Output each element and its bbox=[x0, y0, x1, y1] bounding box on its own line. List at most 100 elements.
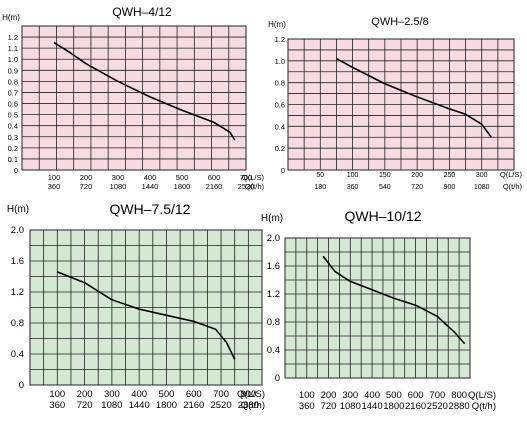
x-tick-label: 200 bbox=[411, 172, 423, 179]
y-tick-label: 1.2 bbox=[275, 35, 285, 44]
x-tick-label: 100 bbox=[48, 173, 61, 182]
chart-title: QWH–10/12 bbox=[344, 208, 421, 224]
y-tick-label: 0.4 bbox=[267, 345, 280, 356]
x-tick-label-secondary: 1080 bbox=[110, 182, 127, 191]
x-tick-label-secondary: 900 bbox=[444, 184, 456, 191]
x-tick-label-secondary: 360 bbox=[299, 401, 315, 412]
x-tick-label: 50 bbox=[316, 172, 324, 179]
x-tick-label-secondary: 2520 bbox=[427, 401, 448, 412]
y-tick-label: 0.6 bbox=[8, 100, 18, 109]
x-tick-label-secondary: 360 bbox=[49, 400, 65, 411]
x-tick-label-secondary: 1800 bbox=[174, 182, 191, 191]
y-tick-label: 1.2 bbox=[11, 287, 24, 298]
x-tick-label: 600 bbox=[408, 390, 424, 401]
chart-2: QWH–2.5/8 H(m) 0 0.2 0.4 0.6 0.8 1.0 1.2 50 180 100… bbox=[268, 16, 522, 191]
y-tick-label: 0 bbox=[19, 380, 24, 391]
x-tick-label: 200 bbox=[321, 390, 337, 401]
y-tick-label: 1.6 bbox=[267, 261, 280, 272]
x-tick-label-secondary: 540 bbox=[379, 184, 391, 191]
x-tick-label-secondary: 2160 bbox=[206, 182, 223, 191]
x-tick-label: 700 bbox=[240, 173, 253, 182]
x-tick-label-secondary: 2160 bbox=[183, 400, 204, 411]
x-tick-label: 100 bbox=[347, 172, 359, 179]
y-tick-label: 0 bbox=[14, 166, 18, 175]
y-tick-label: 1.6 bbox=[11, 256, 24, 267]
y-axis-label: H(m) bbox=[268, 20, 286, 29]
y-tick-label: 0.8 bbox=[8, 77, 18, 86]
x-tick-label-secondary: 180 bbox=[314, 184, 326, 191]
x-tick-label-secondary: 1440 bbox=[142, 182, 159, 191]
x-tick-label-secondary: 1800 bbox=[383, 401, 404, 412]
y-tick-label: 0.9 bbox=[8, 66, 18, 75]
x-tick-label-secondary: 1080 bbox=[474, 184, 490, 191]
x-axis-label: Q(L/S) bbox=[468, 390, 496, 401]
plot-area bbox=[21, 25, 247, 171]
performance-curve bbox=[336, 57, 493, 138]
x-tick-label-secondary: 2520 bbox=[238, 182, 255, 191]
x-tick-label-secondary: 360 bbox=[48, 182, 61, 191]
y-tick-label: 1.1 bbox=[8, 44, 18, 53]
y-tick-label: 0.4 bbox=[11, 349, 24, 360]
y-tick-label: 1.2 bbox=[8, 33, 18, 42]
y-tick-label: 0.2 bbox=[275, 144, 285, 153]
x-tick-label-secondary: 2520 bbox=[210, 400, 231, 411]
x-tick-label: 100 bbox=[299, 390, 315, 401]
x-tick-label: 250 bbox=[444, 172, 456, 179]
x-tick-label-secondary: 2160 bbox=[405, 401, 426, 412]
x-tick-label: 400 bbox=[131, 389, 147, 400]
x-tick-label: 600 bbox=[208, 173, 221, 182]
x-tick-label: 400 bbox=[144, 173, 157, 182]
x-tick-label: 500 bbox=[176, 173, 189, 182]
y-tick-label: 0 bbox=[281, 166, 285, 175]
y-axis-label: H(m) bbox=[2, 13, 20, 22]
x-tick-label: 800 bbox=[451, 390, 467, 401]
y-axis-label: H(m) bbox=[261, 213, 283, 224]
x-axis-label-secondary: Q(t/h) bbox=[503, 182, 523, 191]
y-tick-label: 2.0 bbox=[267, 233, 280, 244]
x-tick-label-secondary: 2880 bbox=[238, 400, 259, 411]
y-tick-label: 0.8 bbox=[275, 79, 285, 88]
x-tick-label-secondary: 720 bbox=[80, 182, 93, 191]
x-tick-label-secondary: 360 bbox=[347, 184, 359, 191]
chart-title: QWH–4/12 bbox=[112, 5, 172, 19]
chart-title: QWH–7.5/12 bbox=[110, 201, 191, 217]
y-axis-label: H(m) bbox=[7, 204, 29, 215]
x-tick-label: 700 bbox=[213, 389, 229, 400]
x-tick-label: 700 bbox=[429, 390, 445, 401]
y-tick-label: 0 bbox=[275, 373, 280, 384]
chart-3: QWH–7.5/12H(m)00.40.81.21.62.01003602007… bbox=[7, 201, 265, 411]
x-tick-label-secondary: 1440 bbox=[129, 400, 150, 411]
y-tick-label: 0.5 bbox=[8, 111, 18, 120]
x-tick-label: 300 bbox=[112, 173, 125, 182]
x-axis-label: Q(L/S) bbox=[500, 170, 523, 179]
x-tick-label-secondary: 1440 bbox=[361, 401, 382, 412]
y-tick-label: 1.2 bbox=[267, 289, 280, 300]
x-tick-label: 300 bbox=[104, 389, 120, 400]
y-tick-label: 1.0 bbox=[8, 55, 18, 64]
y-tick-label: 0.1 bbox=[8, 155, 18, 164]
y-tick-label: 2.0 bbox=[11, 225, 24, 236]
y-tick-label: 0.3 bbox=[8, 133, 18, 142]
performance-curve bbox=[57, 271, 236, 360]
x-tick-label-secondary: 1800 bbox=[156, 400, 177, 411]
x-axis-label: Q(L/S) bbox=[242, 173, 265, 182]
x-axis-label-secondary: Q(t/h) bbox=[245, 182, 265, 191]
x-tick-label: 200 bbox=[80, 173, 93, 182]
x-tick-label-secondary: 2880 bbox=[449, 401, 470, 412]
x-tick-label-secondary: 720 bbox=[411, 184, 423, 191]
y-tick-label: 0.4 bbox=[8, 122, 18, 131]
chart-1: QWH–4/12 H(m) 0 0.1 0.2 0.3 0.4 0.5 0.6 0.7 0.8 0.9… bbox=[2, 5, 264, 191]
x-axis-label: Q(L/S) bbox=[237, 389, 265, 400]
x-tick-label: 500 bbox=[386, 390, 402, 401]
x-tick-label-secondary: 1080 bbox=[101, 400, 122, 411]
gridlines bbox=[30, 230, 262, 385]
x-tick-label-secondary: 1080 bbox=[340, 401, 361, 412]
gridlines bbox=[288, 39, 514, 170]
performance-curve bbox=[53, 41, 236, 141]
x-tick-label: 800 bbox=[240, 389, 256, 400]
gridlines bbox=[285, 238, 470, 378]
x-tick-label: 300 bbox=[476, 172, 488, 179]
y-tick-label: 0.4 bbox=[275, 122, 285, 131]
